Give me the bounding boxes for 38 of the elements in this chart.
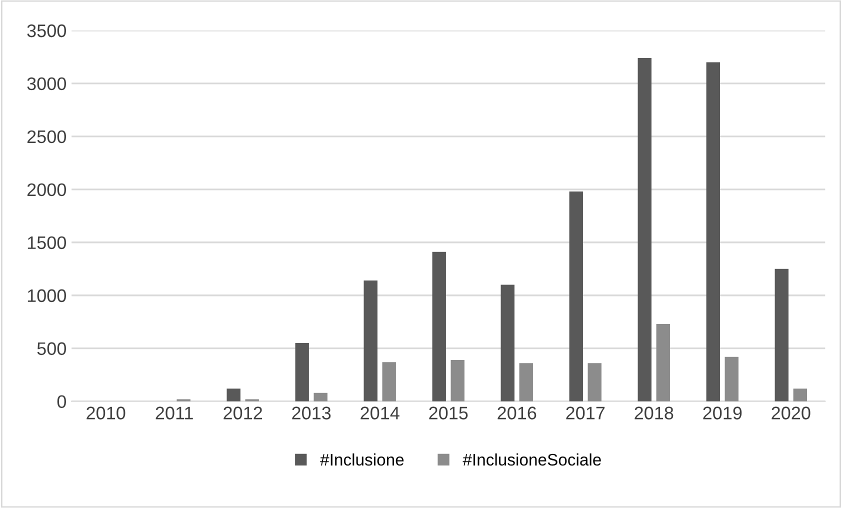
bar	[724, 356, 738, 402]
x-tick-label: 2017	[566, 406, 605, 420]
x-tick-label: 2018	[634, 406, 674, 420]
bar	[364, 280, 378, 402]
bar	[638, 58, 652, 402]
x-tick-label: 2015	[429, 406, 468, 420]
bar	[656, 324, 670, 402]
y-tick-label: 2000	[27, 183, 66, 196]
x-tick-label: 2020	[772, 406, 810, 420]
bar	[500, 284, 514, 402]
bar	[432, 252, 446, 402]
y-tick-label: 2500	[27, 130, 66, 144]
x-tick-label: 2013	[292, 406, 331, 420]
y-tick-label: 1500	[28, 236, 66, 250]
bar	[569, 192, 583, 402]
bar	[706, 62, 720, 402]
bar	[588, 363, 602, 402]
x-tick-label: 2016	[498, 406, 536, 420]
y-tick-label: 3500	[27, 24, 66, 38]
legend-label: #InclusioneSociale	[462, 453, 601, 466]
x-tick-label: 2010	[86, 406, 126, 420]
x-tick-label: 2012	[224, 406, 262, 420]
bar	[774, 268, 789, 402]
x-tick-label: 2019	[703, 406, 742, 420]
bar	[226, 388, 240, 402]
y-tick-label: 0	[57, 395, 66, 408]
y-tick-label: 1000	[28, 289, 66, 302]
bar	[382, 362, 396, 402]
legend-label: #Inclusione	[320, 453, 404, 466]
bar	[295, 343, 309, 402]
x-tick-label: 2014	[360, 406, 400, 420]
bar	[314, 392, 328, 402]
x-tick-label: 2011	[156, 406, 193, 420]
y-tick-label: 3000	[27, 77, 66, 90]
y-tick-label: 500	[37, 342, 66, 356]
bar	[793, 388, 808, 402]
bar	[450, 360, 464, 402]
bar	[519, 363, 533, 402]
